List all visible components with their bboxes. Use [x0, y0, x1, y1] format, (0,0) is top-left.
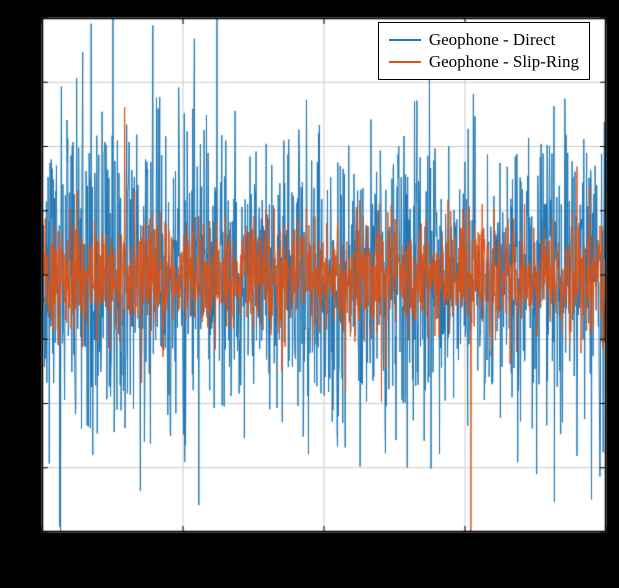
legend: Geophone - Direct Geophone - Slip-Ring: [378, 22, 590, 80]
legend-swatch-direct: [389, 39, 421, 41]
plot-canvas: [0, 0, 619, 588]
legend-item: Geophone - Slip-Ring: [389, 51, 579, 73]
legend-swatch-slipring: [389, 61, 421, 63]
legend-label-direct: Geophone - Direct: [429, 30, 556, 50]
legend-item: Geophone - Direct: [389, 29, 579, 51]
legend-label-slipring: Geophone - Slip-Ring: [429, 52, 579, 72]
signal-chart: Geophone - Direct Geophone - Slip-Ring: [0, 0, 619, 588]
